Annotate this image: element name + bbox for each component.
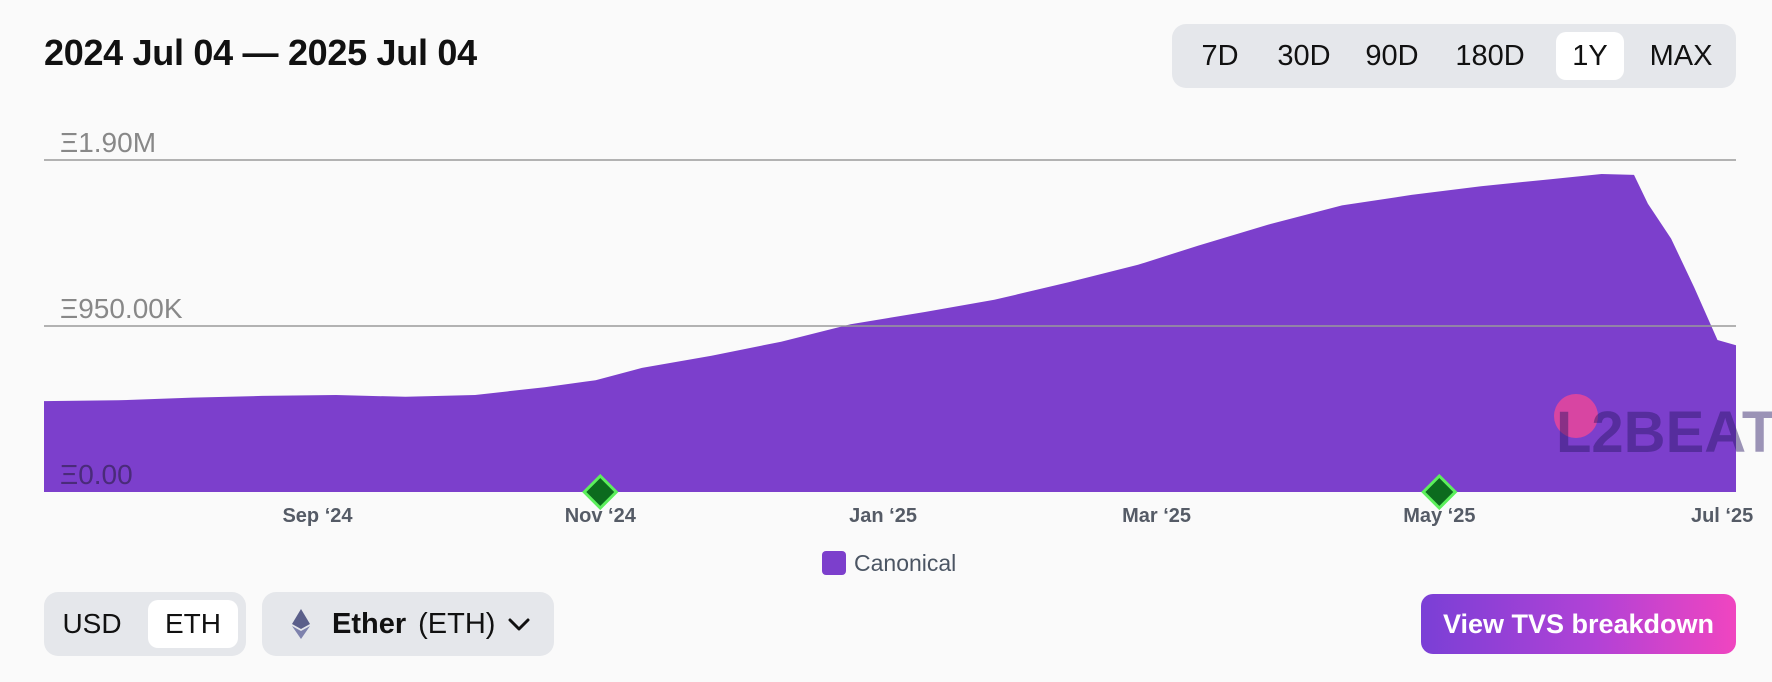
chevron-down-icon xyxy=(508,618,530,631)
tvs-area-chart: Ξ0.00 Ξ950.00K Ξ1.90M L2BEAT Sep ‘24 Nov ‘2… xyxy=(44,127,1772,527)
x-tick-label: Sep ‘24 xyxy=(282,505,353,527)
ethereum-icon xyxy=(292,609,310,639)
range-7d-button[interactable]: 7D xyxy=(1201,40,1239,72)
event-markers xyxy=(582,473,1458,511)
grid-lines xyxy=(44,159,1736,327)
x-tick-label: Nov ‘24 xyxy=(565,505,637,527)
token-name: Ether xyxy=(332,607,407,640)
event-marker-0[interactable] xyxy=(582,473,619,511)
range-max-button[interactable]: MAX xyxy=(1649,40,1713,72)
event-marker-1[interactable] xyxy=(1421,473,1458,511)
legend-label-canonical: Canonical xyxy=(854,550,957,576)
token-select[interactable]: Ether (ETH) xyxy=(262,592,554,656)
token-symbol: (ETH) xyxy=(418,607,496,640)
unit-toggle: USD ETH xyxy=(44,592,246,656)
watermark-text: L2BEAT xyxy=(1556,400,1772,465)
legend-swatch-canonical xyxy=(822,551,846,575)
time-range-selector: 7D 30D 90D 180D 1Y MAX xyxy=(1172,24,1736,88)
chart-title: 2024 Jul 04 — 2025 Jul 04 xyxy=(44,32,477,73)
x-axis-labels: Sep ‘24 Nov ‘24 Jan ‘25 Mar ‘25 May ‘25 Jul ‘… xyxy=(282,505,1753,527)
y-tick-label: Ξ950.00K xyxy=(60,293,183,324)
x-tick-label: Jul ‘25 xyxy=(1691,505,1753,527)
view-tvs-breakdown-button[interactable]: View TVS breakdown xyxy=(1421,594,1736,654)
range-180d-button[interactable]: 180D xyxy=(1455,40,1525,72)
x-tick-label: Mar ‘25 xyxy=(1122,505,1191,527)
chart-legend: Canonical xyxy=(822,549,956,577)
l2beat-watermark: L2BEAT xyxy=(1554,394,1772,465)
range-1y-button[interactable]: 1Y xyxy=(1556,32,1624,80)
range-30d-button[interactable]: 30D xyxy=(1277,40,1331,72)
y-tick-label: Ξ0.00 xyxy=(60,459,133,490)
canonical-area xyxy=(44,174,1736,492)
range-90d-button[interactable]: 90D xyxy=(1365,40,1419,72)
unit-eth-button[interactable]: ETH xyxy=(148,600,238,648)
x-tick-label: Jan ‘25 xyxy=(849,505,917,527)
x-tick-label: May ‘25 xyxy=(1403,505,1475,527)
unit-usd-button[interactable]: USD xyxy=(62,608,122,639)
y-axis-labels: Ξ0.00 Ξ950.00K Ξ1.90M xyxy=(60,127,183,490)
y-tick-label: Ξ1.90M xyxy=(60,127,156,158)
